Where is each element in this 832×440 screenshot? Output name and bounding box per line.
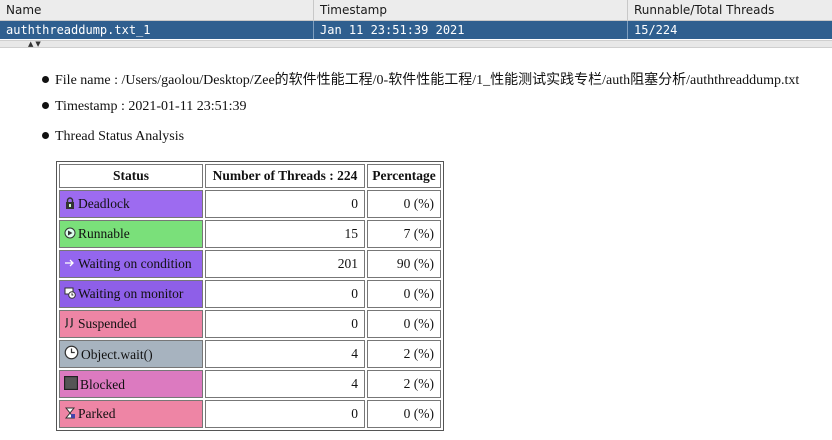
table-row-selected[interactable]: auththreaddump.txt_1 Jan 11 23:51:39 202… <box>0 21 832 39</box>
thread-count-cell: 201 <box>205 250 365 278</box>
bullet-icon <box>42 76 49 83</box>
file-name-item: File name : /Users/gaolou/Desktop/Zee的软件… <box>42 69 799 89</box>
monitor-icon <box>64 286 78 301</box>
percentage-cell: 0 (%) <box>367 190 441 218</box>
status-label: Suspended <box>78 316 137 331</box>
lock-icon <box>64 196 78 211</box>
cell-name[interactable]: auththreaddump.txt_1 <box>0 21 314 39</box>
header-status: Status <box>59 164 203 188</box>
table-row: Parked 0 0 (%) <box>59 400 441 428</box>
status-label: Blocked <box>80 376 125 392</box>
percentage-cell: 90 (%) <box>367 250 441 278</box>
table-row: Deadlock 0 0 (%) <box>59 190 441 218</box>
percentage-cell: 0 (%) <box>367 400 441 428</box>
timestamp-text: Timestamp : 2021-01-11 23:51:39 <box>55 99 247 114</box>
thread-status-table: Status Number of Threads : 224 Percentag… <box>56 161 444 431</box>
bullet-icon <box>42 132 49 139</box>
status-cell: Deadlock <box>59 190 203 218</box>
status-label: Waiting on monitor <box>78 286 184 301</box>
thread-count-cell: 0 <box>205 190 365 218</box>
blocked-icon <box>64 375 80 392</box>
clock-icon <box>64 345 81 362</box>
timestamp-item: Timestamp : 2021-01-11 23:51:39 <box>42 99 246 115</box>
status-label: Deadlock <box>78 196 130 211</box>
status-label: Runnable <box>78 226 130 241</box>
header-percentage: Percentage <box>367 164 441 188</box>
percentage-cell: 0 (%) <box>367 310 441 338</box>
thread-count-cell: 15 <box>205 220 365 248</box>
thread-count-cell: 0 <box>205 280 365 308</box>
status-label: Waiting on condition <box>78 256 192 271</box>
status-cell: Blocked <box>59 370 203 398</box>
table-row: Suspended 0 0 (%) <box>59 310 441 338</box>
percentage-cell: 0 (%) <box>367 280 441 308</box>
thread-count-cell: 0 <box>205 400 365 428</box>
file-name-text: File name : /Users/gaolou/Desktop/Zee的软件… <box>55 73 800 88</box>
arrow-icon <box>64 256 78 271</box>
status-cell: Waiting on condition <box>59 250 203 278</box>
bullet-icon <box>42 102 49 109</box>
status-cell: Parked <box>59 400 203 428</box>
status-label: Object.wait() <box>81 347 153 362</box>
list-header: Name Timestamp Runnable/Total Threads <box>0 0 832 21</box>
header-number-of-threads: Number of Threads : 224 <box>205 164 365 188</box>
thread-dump-list: Name Timestamp Runnable/Total Threads au… <box>0 0 832 42</box>
hourglass-icon <box>64 406 78 421</box>
analysis-title-text: Thread Status Analysis <box>55 129 185 144</box>
suspend-icon <box>64 316 78 331</box>
status-cell: Suspended <box>59 310 203 338</box>
thread-count-cell: 4 <box>205 340 365 368</box>
column-header-timestamp[interactable]: Timestamp <box>314 0 628 20</box>
status-cell: Waiting on monitor <box>59 280 203 308</box>
thread-count-cell: 0 <box>205 310 365 338</box>
runnable-icon <box>64 226 78 241</box>
table-header-row: Status Number of Threads : 224 Percentag… <box>59 164 441 188</box>
column-header-name[interactable]: Name <box>0 0 314 20</box>
table-row: Waiting on condition 201 90 (%) <box>59 250 441 278</box>
table-row: Blocked 4 2 (%) <box>59 370 441 398</box>
percentage-cell: 2 (%) <box>367 370 441 398</box>
percentage-cell: 7 (%) <box>367 220 441 248</box>
percentage-cell: 2 (%) <box>367 340 441 368</box>
analysis-title-item: Thread Status Analysis <box>42 129 184 145</box>
table-row: Waiting on monitor 0 0 (%) <box>59 280 441 308</box>
status-label: Parked <box>78 406 116 421</box>
column-header-runnable-total[interactable]: Runnable/Total Threads <box>634 3 775 17</box>
split-pane-divider[interactable]: ▲▼ <box>0 40 832 48</box>
cell-threads[interactable]: 15/224 <box>634 23 678 37</box>
thread-count-cell: 4 <box>205 370 365 398</box>
cell-timestamp[interactable]: Jan 11 23:51:39 2021 <box>314 21 628 39</box>
status-cell: Runnable <box>59 220 203 248</box>
collapse-expand-arrows-icon[interactable]: ▲▼ <box>28 40 43 48</box>
table-row: Object.wait() 4 2 (%) <box>59 340 441 368</box>
table-row: Runnable 15 7 (%) <box>59 220 441 248</box>
status-cell: Object.wait() <box>59 340 203 368</box>
